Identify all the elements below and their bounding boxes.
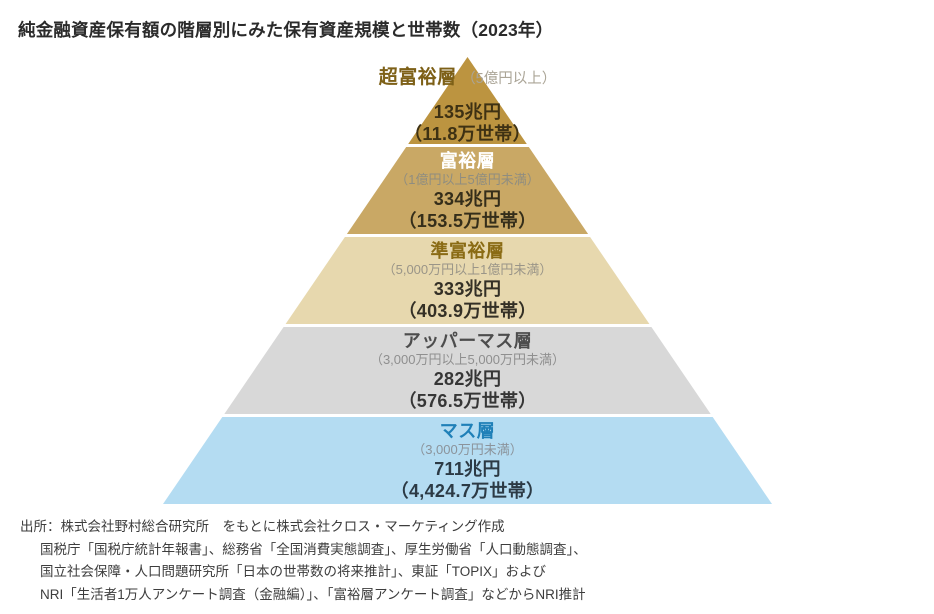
tier-label: 準富裕層 [430,241,505,261]
source-line: 国立社会保障・人口問題研究所「日本の世帯数の将来推計」、東証「TOPIX」および [40,564,547,579]
tier-heading: 富裕層 （1億円以上5億円未満） [163,150,772,188]
tier-high-net-worth: 富裕層 （1億円以上5億円未満） 334兆円 （153.5万世帯） [163,147,772,234]
tier-content: アッパーマス層 （3,000万円以上5,000万円未満） 282兆円 （576.… [163,327,772,414]
tier-content: 超富裕層 （5億円以上） 135兆円 （11.8万世帯） [163,57,772,144]
tier-households: （153.5万世帯） [398,211,537,231]
tier-label: アッパーマス層 [402,331,533,351]
tier-range: （3,000万円未満） [412,442,523,457]
page-title: 純金融資産保有額の階層別にみた保有資産規模と世帯数（2023年） [18,20,554,40]
tier-content: 準富裕層 （5,000万円以上1億円未満） 333兆円 （403.9万世帯） [163,237,772,324]
tier-range: （1億円以上5億円未満） [395,172,540,187]
tier-households: （4,424.7万世帯） [390,481,545,501]
tier-shape [163,417,772,504]
tier-households: （11.8万世帯） [404,124,531,144]
source-note: 出所：株式会社野村総合研究所 をもとに株式会社クロス・マーケティング作成 国税庁… [20,516,920,606]
source-line: 出所：株式会社野村総合研究所 をもとに株式会社クロス・マーケティング作成 [20,519,505,534]
source-line: NRI「生活者1万人アンケート調査（金融編）」、「富裕層アンケート調査」などから… [40,586,586,602]
tier-assets: 333兆円 [433,279,502,299]
tier-households: （403.9万世帯） [398,301,537,321]
tier-shape [224,327,711,414]
tier-heading: 超富裕層 （5億円以上） [163,65,772,91]
tier-range: （3,000万円以上5,000万円未満） [369,352,566,367]
tier-label: 超富裕層 [378,67,457,88]
tier-ultra-high-net-worth: 超富裕層 （5億円以上） 135兆円 （11.8万世帯） [163,57,772,144]
tier-mass: マス層 （3,000万円未満） 711兆円 （4,424.7万世帯） [163,417,772,504]
tier-heading: アッパーマス層 （3,000万円以上5,000万円未満） [163,330,772,368]
tier-heading: 準富裕層 （5,000万円以上1億円未満） [163,240,772,278]
tier-range: （5,000万円以上1億円未満） [382,262,553,277]
tier-content: マス層 （3,000万円未満） 711兆円 （4,424.7万世帯） [163,417,772,504]
tier-assets: 282兆円 [433,369,502,389]
tier-upper-mass: アッパーマス層 （3,000万円以上5,000万円未満） 282兆円 （576.… [163,327,772,414]
tier-label: マス層 [439,421,496,441]
source-line: 国税庁「国税庁統計年報書」、総務省「全国消費実態調査」、厚生労働省「人口動態調査… [40,541,587,557]
tier-content: 富裕層 （1億円以上5億円未満） 334兆円 （153.5万世帯） [163,147,772,234]
tier-shape [285,237,650,324]
tier-assets: 334兆円 [433,189,502,209]
wealth-pyramid: 超富裕層 （5億円以上） 135兆円 （11.8万世帯） 富裕層 （1億円以上5… [163,57,772,504]
tier-assets: 135兆円 [433,102,502,122]
tier-assets: 711兆円 [434,459,501,479]
tier-heading: マス層 （3,000万円未満） [163,420,772,458]
tier-semi-wealthy: 準富裕層 （5,000万円以上1億円未満） 333兆円 （403.9万世帯） [163,237,772,324]
tier-label: 富裕層 [439,151,496,171]
tier-range: （5億円以上） [461,71,557,87]
tier-households: （576.5万世帯） [398,391,537,411]
